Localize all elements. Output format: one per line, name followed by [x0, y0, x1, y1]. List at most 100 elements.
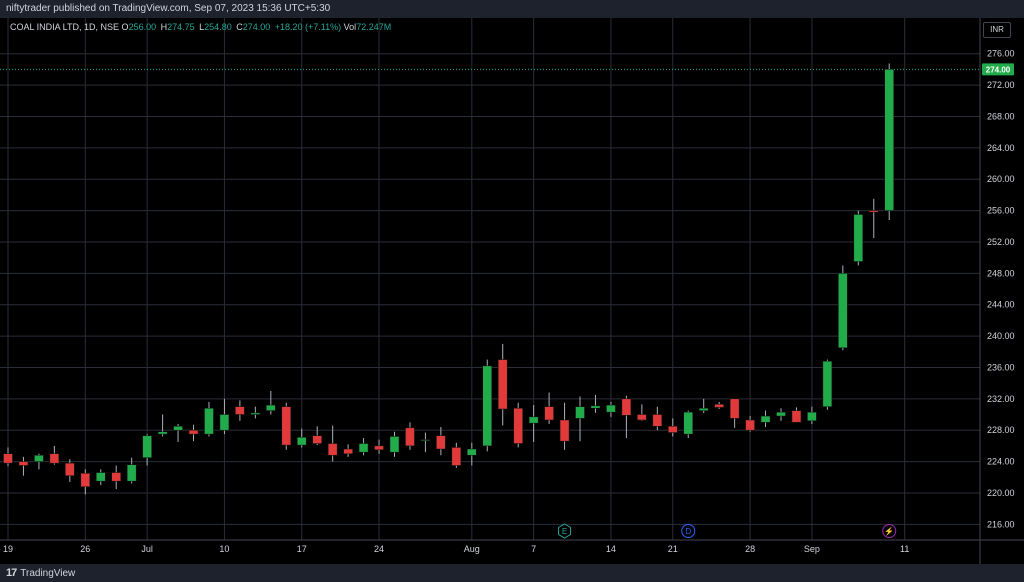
candle-up: [173, 426, 183, 431]
candle-up: [467, 448, 477, 456]
last-price-tag: [982, 63, 1014, 76]
symbol-name: COAL INDIA LTD, 1D, NSE: [10, 22, 120, 32]
candle-down: [111, 472, 121, 482]
y-tick-label: 244.00: [987, 300, 1015, 310]
candle-down: [235, 406, 245, 415]
candle-down: [65, 462, 75, 476]
earnings-icon: [558, 523, 572, 539]
x-tick-label: 21: [668, 544, 678, 554]
y-tick-label: 264.00: [987, 143, 1015, 153]
x-tick-label: 7: [531, 544, 536, 554]
candle-up: [683, 411, 693, 435]
candle-down: [668, 426, 678, 433]
candle-down: [405, 427, 415, 447]
low-value: 254.80: [204, 22, 232, 32]
y-tick-label: 224.00: [987, 457, 1015, 467]
x-tick-label: 24: [374, 544, 384, 554]
y-tick-label: 248.00: [987, 268, 1015, 278]
close-value: 274.00: [242, 22, 271, 32]
candle-down: [49, 453, 60, 464]
candle-up: [296, 436, 307, 446]
volume-value: 72.247M: [356, 22, 392, 32]
y-tick-label: 272.00: [987, 80, 1015, 90]
x-tick-label: Jul: [141, 544, 153, 554]
candle-up: [219, 414, 230, 431]
candle-down: [652, 414, 663, 427]
candle-up: [142, 435, 152, 458]
candle-up: [358, 443, 369, 453]
candle-down: [791, 410, 802, 423]
candle-up: [575, 406, 585, 419]
candle-down: [451, 447, 462, 466]
candle-up: [776, 411, 786, 417]
footer-bar: 17 TradingView: [0, 564, 1024, 582]
x-tick-label: Sep: [804, 544, 820, 554]
chart-area[interactable]: [0, 18, 1024, 564]
volume-label: Vol: [343, 22, 357, 32]
x-tick-label: 26: [80, 544, 90, 554]
dividend-icon-label: D: [685, 527, 691, 536]
y-tick-label: 216.00: [987, 519, 1015, 529]
x-tick-label: 28: [745, 544, 755, 554]
candle-up: [853, 214, 864, 262]
candle-up: [482, 365, 493, 447]
candle-up: [838, 273, 848, 349]
y-tick-label: 256.00: [987, 206, 1015, 216]
last-price-tag-text: 274.00: [986, 65, 1011, 74]
x-tick-label: 10: [219, 544, 229, 554]
candle-down: [544, 406, 554, 421]
split-lightning-icon-label: ⚡: [884, 526, 894, 536]
publish-info: niftytrader published on TradingView.com…: [6, 3, 331, 14]
candle-down: [497, 359, 508, 410]
brand-name: TradingView: [20, 567, 76, 579]
y-tick-label: 260.00: [987, 174, 1015, 184]
candle-down: [188, 429, 199, 435]
x-tick-label: 14: [606, 544, 616, 554]
candle-down: [621, 398, 632, 416]
open-label: O: [121, 22, 129, 32]
candlestick-chart[interactable]: 216.00 220.00 224.00 228.00 232.00 236.00 240.…: [0, 0, 1024, 564]
x-tick-label: 19: [3, 544, 13, 554]
y-tick-label: 236.00: [987, 362, 1015, 372]
candle-up: [822, 360, 833, 407]
candle-up: [606, 404, 616, 413]
high-label: H: [160, 22, 168, 32]
split-lightning-icon: [882, 524, 897, 538]
candle-down: [729, 398, 740, 419]
candle-up: [760, 415, 771, 423]
candle-up: [528, 416, 539, 424]
candle-up: [590, 405, 601, 409]
candle-down: [559, 419, 570, 442]
candle-down: [745, 419, 755, 431]
candle-up: [884, 69, 894, 211]
candle-up: [126, 464, 137, 482]
low-label: L: [199, 22, 205, 32]
high-value: 274.75: [167, 22, 195, 32]
tradingview-logo-icon: 17: [6, 567, 17, 579]
candle-up: [204, 407, 214, 435]
open-value: 256.00: [128, 22, 157, 32]
candle-down: [327, 443, 338, 456]
currency-button[interactable]: INR: [983, 22, 1011, 38]
candle-up: [157, 431, 168, 435]
candle-up: [250, 412, 261, 415]
x-tick-label: 11: [900, 544, 909, 554]
candle-down: [281, 406, 292, 446]
x-tick-label: Aug: [464, 544, 480, 554]
candle-up: [96, 472, 106, 482]
candle-down: [343, 448, 353, 454]
symbol-legend: COAL INDIA LTD, 1D, NSE O256.00 H274.75 …: [10, 22, 391, 32]
candle-down: [312, 435, 322, 444]
candle-down: [18, 461, 29, 466]
earnings-icon-label: E: [562, 527, 567, 536]
candle-down: [436, 435, 446, 450]
y-tick-label: 228.00: [987, 425, 1015, 435]
candle-down: [80, 473, 91, 487]
y-tick-label: 220.00: [987, 488, 1015, 498]
candle-down: [714, 404, 724, 408]
candle-down: [3, 453, 13, 464]
publish-bar: niftytrader published on TradingView.com…: [0, 0, 1024, 18]
candle-up: [420, 439, 431, 441]
y-tick-label: 276.00: [987, 49, 1015, 59]
tradingview-brand[interactable]: 17 TradingView: [6, 567, 75, 579]
